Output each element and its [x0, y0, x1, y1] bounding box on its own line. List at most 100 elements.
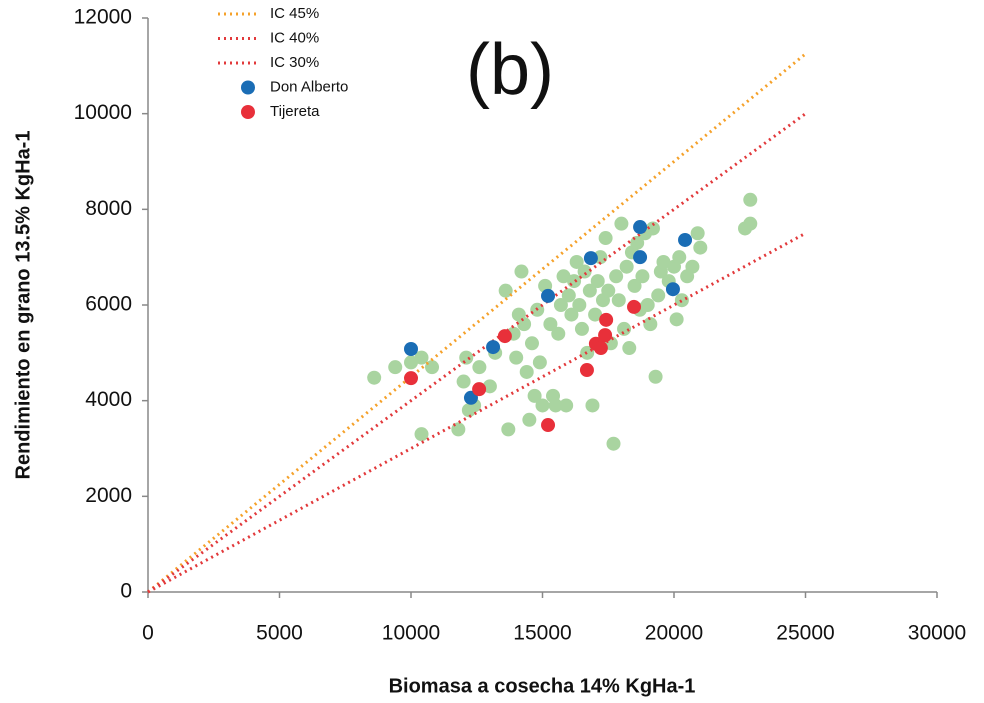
point	[651, 288, 666, 303]
point	[548, 398, 563, 413]
point	[514, 264, 529, 279]
point	[643, 317, 658, 332]
point	[685, 259, 700, 274]
point	[541, 418, 556, 433]
point	[532, 355, 547, 370]
y-tick-label: 0	[120, 580, 132, 603]
point	[674, 293, 689, 308]
y-tick-label: 2000	[85, 484, 132, 507]
point	[388, 360, 403, 375]
point	[472, 360, 487, 375]
point	[404, 371, 418, 386]
point	[648, 369, 663, 384]
point	[690, 226, 705, 241]
point	[524, 336, 539, 351]
point	[527, 388, 542, 403]
point	[672, 250, 687, 265]
y-tick-label: 8000	[85, 197, 132, 220]
point	[585, 398, 600, 413]
point	[598, 328, 613, 343]
point	[627, 278, 642, 293]
point	[633, 250, 648, 265]
y-tick-label: 4000	[85, 388, 132, 411]
point	[590, 274, 605, 289]
point	[598, 231, 613, 246]
point	[509, 350, 524, 365]
ic-line	[147, 231, 807, 594]
point	[569, 254, 584, 269]
x-tick-label: 30000	[908, 622, 966, 645]
point	[627, 299, 642, 314]
y-tick-label: 12000	[74, 6, 132, 29]
point	[579, 363, 594, 378]
point	[535, 398, 550, 413]
point	[606, 436, 621, 451]
point	[633, 220, 648, 235]
point	[561, 288, 576, 303]
point	[617, 321, 632, 336]
point	[645, 221, 660, 236]
point	[572, 298, 587, 312]
point	[517, 317, 532, 332]
point	[743, 192, 758, 207]
annotation: (b)	[466, 30, 554, 110]
x-tick-label: 15000	[513, 622, 571, 645]
y-axis-title: Rendimiento en grano 13.5% KgHa-1	[12, 131, 34, 480]
point	[614, 216, 629, 231]
x-tick-label: 20000	[645, 622, 703, 645]
legend-label: IC 40%	[270, 29, 319, 46]
point	[678, 232, 693, 247]
point	[619, 259, 634, 274]
point	[497, 329, 512, 344]
point	[564, 307, 579, 322]
legend-label: IC 45%	[270, 5, 319, 22]
y-tick-label: 6000	[85, 293, 132, 316]
point	[498, 283, 513, 298]
point	[593, 341, 608, 356]
legend-swatch	[241, 80, 255, 95]
point	[611, 293, 626, 308]
point	[601, 283, 616, 298]
legend-label: Don Alberto	[270, 78, 348, 95]
x-tick-label: 5000	[256, 622, 303, 645]
x-axis-title: Biomasa a cosecha 14% KgHa-1	[389, 675, 696, 697]
point	[577, 264, 592, 279]
point	[665, 282, 680, 297]
point	[582, 283, 597, 298]
point	[622, 341, 637, 356]
point	[456, 374, 471, 389]
point	[583, 251, 598, 266]
point	[482, 379, 497, 394]
point	[501, 422, 516, 437]
legend-label: Tijereta	[270, 103, 320, 120]
point	[574, 321, 589, 336]
point	[609, 269, 624, 284]
legend-label: IC 30%	[270, 54, 319, 71]
ic-line	[147, 52, 807, 594]
point	[551, 326, 566, 341]
point	[404, 355, 418, 370]
point	[459, 350, 474, 365]
point	[404, 342, 418, 357]
point	[635, 269, 650, 284]
ic-line	[147, 112, 807, 594]
point	[541, 288, 556, 303]
legend-swatch	[241, 105, 255, 119]
x-tick-label: 25000	[776, 622, 834, 645]
point	[367, 370, 382, 385]
y-tick-label: 10000	[74, 101, 132, 124]
point	[640, 298, 655, 312]
point	[486, 340, 501, 355]
point	[553, 298, 568, 312]
point	[567, 274, 582, 289]
point	[656, 254, 671, 269]
point	[556, 269, 571, 284]
point	[669, 312, 684, 327]
point	[693, 240, 708, 255]
point	[599, 312, 614, 327]
point	[588, 307, 603, 322]
point	[472, 382, 487, 397]
point	[743, 216, 758, 231]
point	[522, 412, 537, 427]
